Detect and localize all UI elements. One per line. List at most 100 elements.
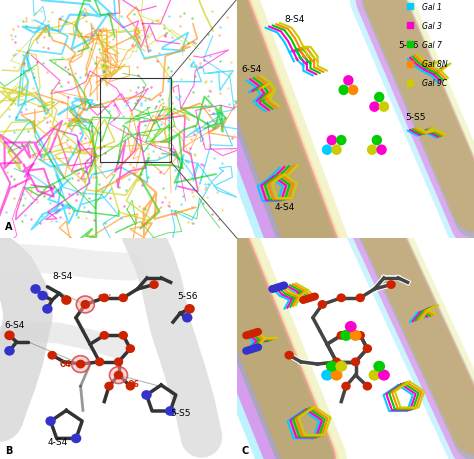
Point: [21, 195, 29, 202]
Text: 5-S5: 5-S5: [405, 112, 426, 121]
Point: [96, 129, 103, 137]
Point: [10, 176, 18, 183]
Point: [27, 200, 35, 207]
Text: Gal 1: Gal 1: [422, 3, 442, 11]
Point: [209, 9, 216, 16]
Point: [54, 186, 61, 194]
Point: [34, 23, 42, 30]
Point: [219, 207, 226, 214]
Text: 4-S4: 4-S4: [47, 437, 68, 446]
Point: [87, 118, 94, 126]
Point: [99, 62, 107, 69]
Circle shape: [338, 85, 349, 96]
Point: [170, 149, 177, 157]
Point: [119, 113, 127, 120]
Point: [47, 218, 55, 225]
Point: [115, 184, 122, 191]
Point: [149, 138, 157, 145]
Circle shape: [351, 358, 360, 366]
Point: [101, 55, 109, 62]
Point: [52, 218, 60, 225]
Point: [122, 99, 130, 106]
Point: [155, 98, 163, 105]
Circle shape: [376, 145, 387, 156]
Point: [189, 204, 196, 212]
Point: [68, 175, 76, 183]
Point: [85, 195, 92, 202]
Text: 8-S4: 8-S4: [52, 271, 73, 280]
Circle shape: [165, 406, 175, 416]
Point: [216, 24, 223, 32]
Point: [134, 25, 141, 33]
Point: [96, 28, 104, 35]
Circle shape: [305, 295, 313, 302]
Point: [137, 102, 145, 109]
Point: [83, 157, 91, 164]
Point: [40, 105, 48, 112]
Point: [201, 102, 209, 109]
Point: [118, 13, 125, 20]
Point: [93, 169, 100, 176]
Circle shape: [332, 358, 341, 366]
Point: [144, 145, 151, 152]
Point: [58, 99, 65, 106]
Point: [106, 12, 114, 19]
Point: [29, 84, 37, 92]
Point: [196, 60, 203, 67]
Point: [103, 63, 110, 71]
Circle shape: [271, 285, 280, 292]
Point: [30, 152, 37, 159]
Point: [189, 15, 196, 22]
Point: [135, 202, 143, 210]
Point: [9, 37, 16, 44]
Circle shape: [337, 294, 346, 302]
Point: [185, 151, 193, 159]
Point: [46, 200, 54, 207]
Point: [169, 110, 176, 117]
Point: [65, 118, 73, 125]
Point: [201, 79, 209, 87]
Point: [29, 121, 37, 128]
Point: [127, 107, 134, 115]
Point: [191, 127, 199, 134]
Point: [40, 34, 47, 41]
Circle shape: [331, 145, 342, 156]
Point: [88, 128, 95, 135]
Point: [190, 185, 197, 192]
Point: [189, 123, 197, 130]
Point: [75, 84, 82, 92]
Point: [134, 73, 141, 80]
Point: [169, 34, 176, 41]
Point: [71, 70, 78, 78]
Point: [87, 32, 94, 39]
Point: [86, 116, 93, 123]
Point: [173, 213, 180, 220]
Point: [38, 151, 46, 158]
Point: [209, 211, 216, 218]
Point: [64, 67, 72, 74]
Point: [162, 73, 170, 80]
Point: [65, 71, 73, 78]
Point: [39, 44, 46, 51]
Point: [165, 106, 173, 114]
Point: [12, 158, 19, 166]
Point: [155, 50, 163, 58]
Point: [145, 151, 152, 158]
Point: [107, 144, 115, 151]
Point: [34, 60, 41, 67]
Text: Gal 9C: Gal 9C: [422, 79, 447, 88]
Point: [87, 46, 94, 53]
Circle shape: [100, 294, 109, 302]
Point: [2, 209, 9, 217]
Text: C: C: [242, 445, 249, 454]
Circle shape: [367, 145, 377, 156]
Point: [164, 64, 172, 72]
Point: [40, 192, 47, 199]
Point: [91, 60, 99, 67]
Point: [188, 190, 196, 197]
Point: [184, 41, 192, 48]
Point: [204, 181, 212, 188]
Point: [55, 80, 63, 88]
Point: [225, 70, 233, 78]
Point: [50, 135, 58, 142]
